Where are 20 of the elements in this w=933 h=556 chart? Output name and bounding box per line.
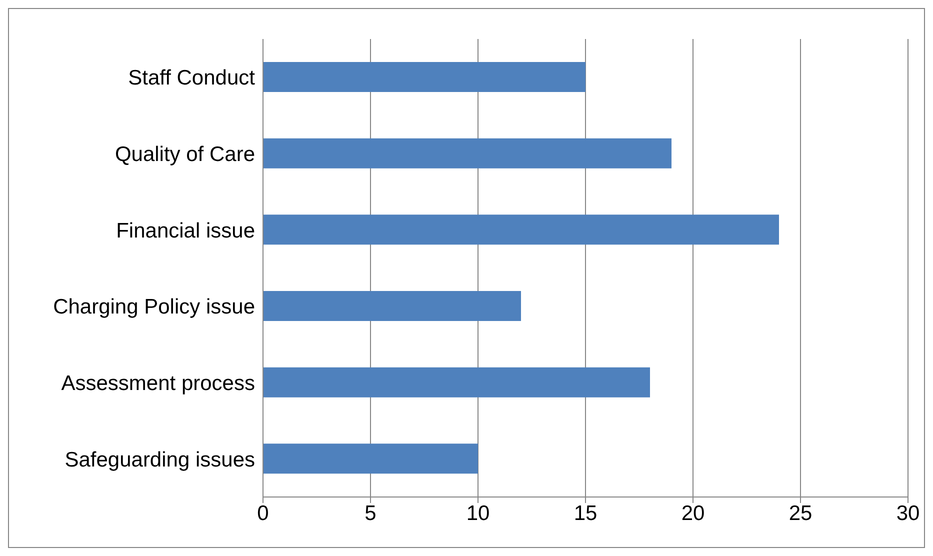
x-tick-label: 5 xyxy=(364,502,376,525)
y-tick-label: Staff Conduct xyxy=(128,66,256,90)
chart-frame: 0 5 10 15 20 25 30 Staff Conduct Quality of Care Financial issue Charging Policy issue Assessment process Safeguarding issues xyxy=(8,8,925,548)
bar xyxy=(263,291,521,321)
y-tick-label: Financial issue xyxy=(116,219,255,242)
x-tick-label: 15 xyxy=(574,502,598,525)
y-tick-label: Quality of Care xyxy=(114,142,255,166)
x-tick-label: 30 xyxy=(896,502,920,525)
x-tick-label: 20 xyxy=(681,502,705,525)
y-tick-label: Safeguarding issues xyxy=(64,448,255,472)
y-tick-label: Assessment process xyxy=(61,372,255,395)
bar xyxy=(263,444,478,474)
bar xyxy=(263,367,650,398)
bar xyxy=(263,62,586,92)
bar xyxy=(263,214,779,245)
x-tick-label: 10 xyxy=(466,502,490,525)
x-tick-label: 0 xyxy=(257,502,269,525)
y-tick-label: Charging Policy issue xyxy=(53,296,255,319)
bar xyxy=(263,138,672,168)
x-tick-label: 25 xyxy=(788,502,812,525)
